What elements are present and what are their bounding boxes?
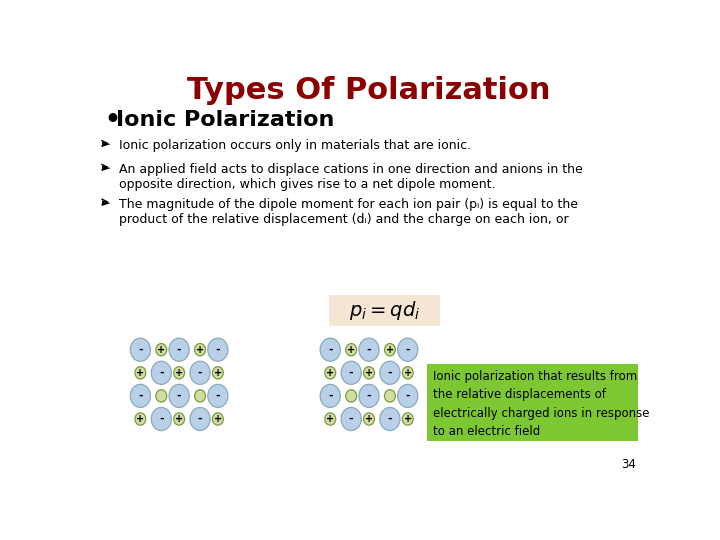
Text: An applied field acts to displace cations in one direction and anions in the
opp: An applied field acts to displace cation… [120, 164, 583, 191]
Ellipse shape [190, 361, 210, 384]
Ellipse shape [169, 384, 189, 408]
Text: -: - [349, 414, 354, 424]
Ellipse shape [169, 338, 189, 361]
Text: Ionic polarization that results from
the relative displacements of
electrically : Ionic polarization that results from the… [433, 370, 650, 438]
Text: +: + [157, 345, 166, 355]
Text: +: + [196, 345, 204, 355]
Text: -: - [405, 391, 410, 401]
Ellipse shape [174, 413, 184, 425]
Text: +: + [365, 368, 373, 378]
Text: +: + [386, 345, 394, 355]
Ellipse shape [346, 343, 356, 356]
Ellipse shape [151, 361, 171, 384]
Ellipse shape [380, 361, 400, 384]
Text: -: - [349, 368, 354, 378]
Ellipse shape [320, 384, 341, 408]
Text: -: - [159, 368, 163, 378]
Ellipse shape [364, 413, 374, 425]
Text: -: - [366, 391, 372, 401]
Ellipse shape [380, 408, 400, 430]
Ellipse shape [190, 408, 210, 430]
Ellipse shape [130, 338, 150, 361]
Ellipse shape [384, 343, 395, 356]
Text: +: + [136, 368, 145, 378]
Text: -: - [138, 345, 143, 355]
Text: ►: ► [102, 198, 111, 208]
Ellipse shape [194, 390, 205, 402]
Ellipse shape [135, 413, 145, 425]
Text: +: + [214, 368, 222, 378]
FancyBboxPatch shape [427, 363, 638, 441]
Text: 34: 34 [621, 458, 636, 471]
Ellipse shape [156, 343, 167, 356]
Ellipse shape [174, 367, 184, 379]
Text: Ionic polarization occurs only in materials that are ionic.: Ionic polarization occurs only in materi… [120, 139, 472, 152]
Ellipse shape [151, 408, 171, 430]
Text: +: + [365, 414, 373, 424]
Text: The magnitude of the dipole moment for each ion pair (pᵢ) is equal to the
produc: The magnitude of the dipole moment for e… [120, 198, 578, 226]
Ellipse shape [359, 384, 379, 408]
Ellipse shape [156, 390, 167, 402]
Ellipse shape [130, 384, 150, 408]
Ellipse shape [384, 390, 395, 402]
Text: +: + [347, 345, 355, 355]
Text: -: - [159, 414, 163, 424]
Text: -: - [387, 368, 392, 378]
Text: -: - [387, 414, 392, 424]
Text: +: + [214, 414, 222, 424]
Text: -: - [328, 345, 333, 355]
Ellipse shape [364, 367, 374, 379]
Text: -: - [177, 391, 181, 401]
Text: ►: ► [102, 139, 111, 150]
Text: -: - [177, 345, 181, 355]
Text: -: - [138, 391, 143, 401]
Ellipse shape [402, 367, 413, 379]
Text: -: - [405, 345, 410, 355]
Ellipse shape [397, 384, 418, 408]
Text: +: + [404, 414, 412, 424]
Ellipse shape [341, 408, 361, 430]
Ellipse shape [359, 338, 379, 361]
Text: ►: ► [102, 164, 111, 173]
Ellipse shape [402, 413, 413, 425]
Text: +: + [175, 368, 183, 378]
Ellipse shape [212, 413, 223, 425]
Ellipse shape [325, 413, 336, 425]
Ellipse shape [208, 338, 228, 361]
Text: -: - [198, 368, 202, 378]
Text: +: + [404, 368, 412, 378]
Text: •: • [104, 108, 120, 132]
Ellipse shape [208, 384, 228, 408]
Text: -: - [215, 391, 220, 401]
Text: -: - [366, 345, 372, 355]
Text: +: + [326, 368, 334, 378]
Ellipse shape [212, 367, 223, 379]
Text: -: - [328, 391, 333, 401]
Text: $p_i = qd_i$: $p_i = qd_i$ [349, 299, 420, 322]
FancyBboxPatch shape [330, 295, 439, 326]
Ellipse shape [320, 338, 341, 361]
Ellipse shape [341, 361, 361, 384]
Text: -: - [198, 414, 202, 424]
Text: +: + [326, 414, 334, 424]
Ellipse shape [397, 338, 418, 361]
Ellipse shape [135, 367, 145, 379]
Text: Types Of Polarization: Types Of Polarization [187, 76, 551, 105]
Text: -: - [215, 345, 220, 355]
Ellipse shape [194, 343, 205, 356]
Text: +: + [136, 414, 145, 424]
Ellipse shape [325, 367, 336, 379]
Text: Ionic Polarization: Ionic Polarization [117, 110, 335, 130]
Text: +: + [175, 414, 183, 424]
Ellipse shape [346, 390, 356, 402]
